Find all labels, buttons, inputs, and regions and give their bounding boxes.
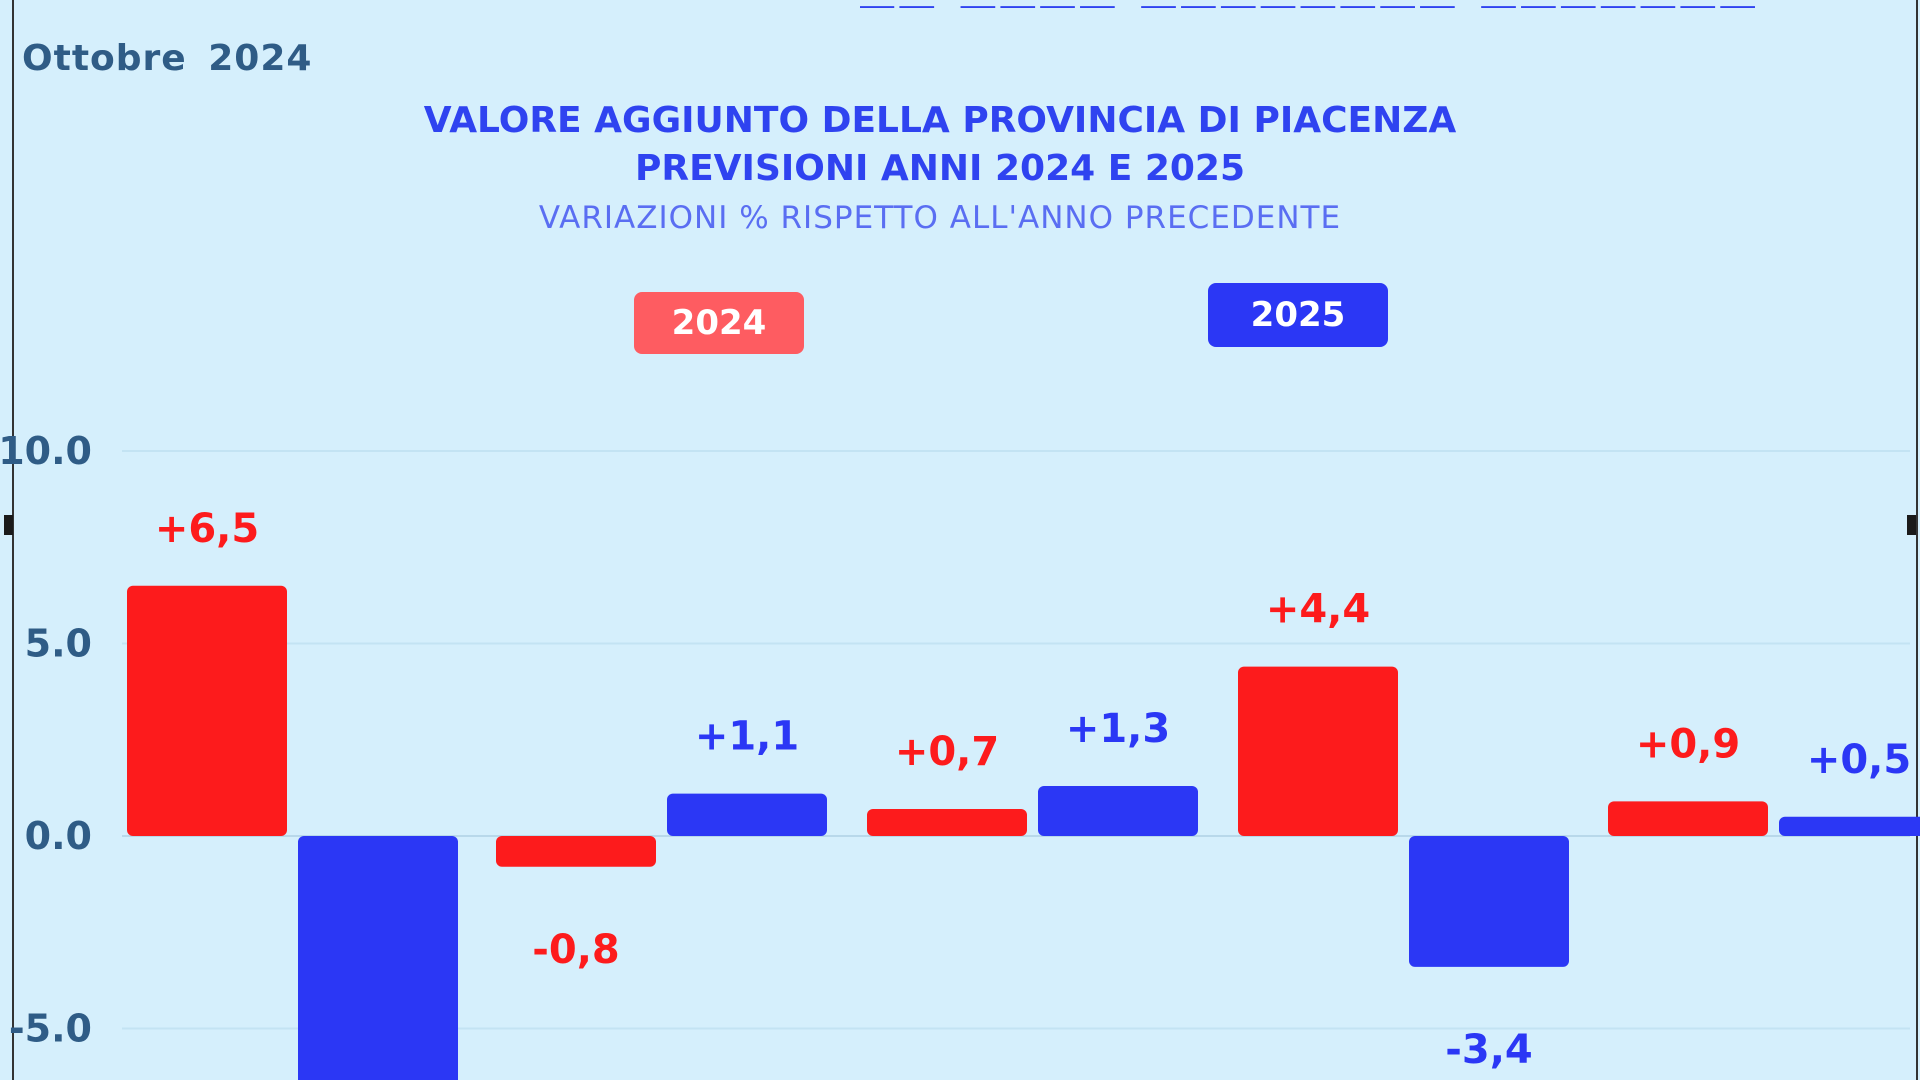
chart-subtitle: VARIAZIONI % RISPETTO ALL'ANNO PRECEDENT… bbox=[538, 200, 1342, 236]
chart-title: VALORE AGGIUNTO DELLA PROVINCIA DI PIACE… bbox=[423, 100, 1457, 141]
data-label-2025-3: +1,3 bbox=[1066, 706, 1170, 752]
bar-2024-1 bbox=[127, 585, 287, 836]
chart-title-line2: PREVISIONI ANNI 2024 E 2025 bbox=[634, 148, 1246, 189]
bar-2024-2 bbox=[496, 836, 656, 867]
bar-2024-4 bbox=[1238, 666, 1398, 836]
bar-2025-5 bbox=[1779, 816, 1920, 836]
report-date: Ottobre 2024 bbox=[22, 38, 313, 79]
resize-handle-left[interactable] bbox=[4, 515, 13, 535]
bar-2025-4 bbox=[1409, 836, 1569, 967]
data-label-2024-2: -0,8 bbox=[532, 927, 619, 973]
data-label-2024-5: +0,9 bbox=[1636, 721, 1740, 767]
data-label-2025-5: +0,5 bbox=[1807, 737, 1911, 783]
bar-2025-2 bbox=[667, 793, 827, 836]
frame-right-border bbox=[1916, 0, 1918, 1080]
y-tick-label: 5.0 bbox=[25, 622, 92, 666]
data-label-2024-4: +4,4 bbox=[1266, 587, 1370, 633]
y-tick-label: 10.0 bbox=[0, 429, 92, 473]
frame-left-border bbox=[12, 0, 14, 1080]
bar-2024-3 bbox=[867, 809, 1027, 836]
y-tick-label: 0.0 bbox=[25, 814, 92, 858]
data-label-2025-2: +1,1 bbox=[695, 714, 799, 760]
data-label-2024-3: +0,7 bbox=[895, 729, 999, 775]
bar-2025-1 bbox=[298, 836, 458, 1080]
y-tick-label: -5.0 bbox=[9, 1007, 92, 1051]
bar-2024-5 bbox=[1608, 801, 1768, 836]
legend-item-2025: 2025 bbox=[1208, 283, 1388, 347]
bar-2025-3 bbox=[1038, 785, 1198, 836]
resize-handle-right[interactable] bbox=[1907, 515, 1916, 535]
data-label-2024-1: +6,5 bbox=[155, 506, 259, 552]
cropped-header-title: ▁▁ ▁▁▁▁ ▁▁▁▁▁▁▁▁ ▁▁▁▁▁▁▁▁▁▁▁ bbox=[860, 0, 1760, 8]
data-label-2025-4: -3,4 bbox=[1445, 1027, 1532, 1073]
legend-item-2024: 2024 bbox=[634, 292, 804, 354]
